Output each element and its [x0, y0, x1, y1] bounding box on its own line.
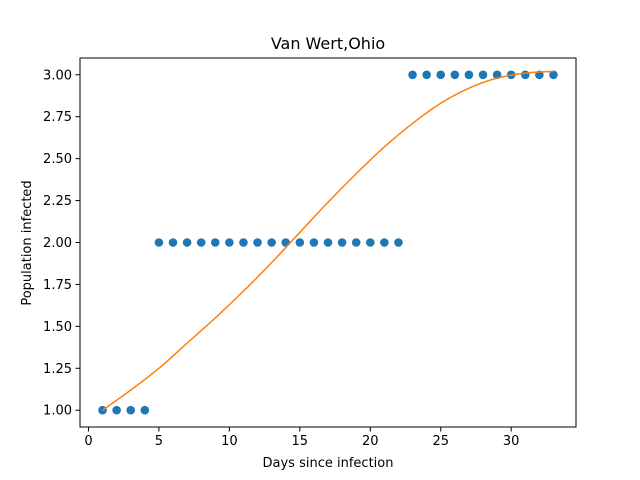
- scatter-point: [365, 238, 375, 247]
- scatter-point: [436, 70, 446, 80]
- scatter-point: [394, 238, 403, 247]
- x-tick-label: 0: [84, 434, 92, 449]
- x-tick-label: 5: [155, 434, 163, 449]
- y-tick-label: 2.50: [43, 152, 72, 167]
- y-tick-label: 1.50: [43, 320, 72, 335]
- scatter-point: [154, 238, 164, 247]
- scatter-point: [239, 238, 248, 247]
- y-tick-label: 2.75: [43, 110, 72, 125]
- scatter-point: [323, 238, 333, 247]
- scatter-point: [478, 70, 488, 80]
- scatter-point: [520, 70, 530, 80]
- scatter-point: [196, 238, 206, 247]
- scatter-point: [112, 405, 121, 415]
- scatter-point: [253, 238, 262, 247]
- scatter-point: [351, 238, 361, 247]
- y-tick-label: 1.00: [43, 404, 72, 419]
- ticks-layer: 0 5 10 15 20 25 30 1.00 1.25 1.50 1.75 2.00 2.25 2.50…: [43, 68, 519, 449]
- scatter-point: [182, 238, 192, 247]
- scatter-point: [337, 238, 347, 247]
- scatter-point: [450, 70, 460, 80]
- scatter-point: [281, 238, 291, 247]
- scatter-point: [140, 405, 150, 415]
- scatter-point: [168, 238, 178, 247]
- plot-layer: [98, 70, 558, 415]
- fit-line: [102, 70, 554, 411]
- y-tick-label: 1.75: [43, 278, 72, 293]
- scatter-point: [549, 70, 558, 80]
- x-tick-label: 30: [503, 434, 520, 449]
- y-axis-label: Population infected: [20, 180, 35, 305]
- scatter-point: [210, 238, 220, 247]
- x-tick-label: 10: [221, 434, 238, 449]
- y-tick-label: 3.00: [43, 68, 72, 83]
- scatter-point: [126, 405, 136, 415]
- x-tick-label: 20: [362, 434, 379, 449]
- scatter-point: [380, 238, 389, 247]
- scatter-point: [408, 70, 417, 80]
- scatter-point: [295, 238, 305, 247]
- y-tick-label: 2.25: [43, 194, 72, 209]
- scatter-point: [464, 70, 474, 80]
- scatter-point: [422, 70, 431, 80]
- scatter-point: [267, 238, 276, 247]
- scatter-point: [309, 238, 319, 247]
- chart-title: Van Wert,Ohio: [271, 34, 385, 53]
- x-tick-label: 25: [432, 434, 449, 449]
- y-tick-label: 1.25: [43, 362, 72, 377]
- x-tick-label: 15: [292, 434, 309, 449]
- y-tick-label: 2.00: [43, 236, 72, 251]
- x-axis-label: Days since infection: [263, 456, 394, 471]
- scatter-point: [225, 238, 234, 247]
